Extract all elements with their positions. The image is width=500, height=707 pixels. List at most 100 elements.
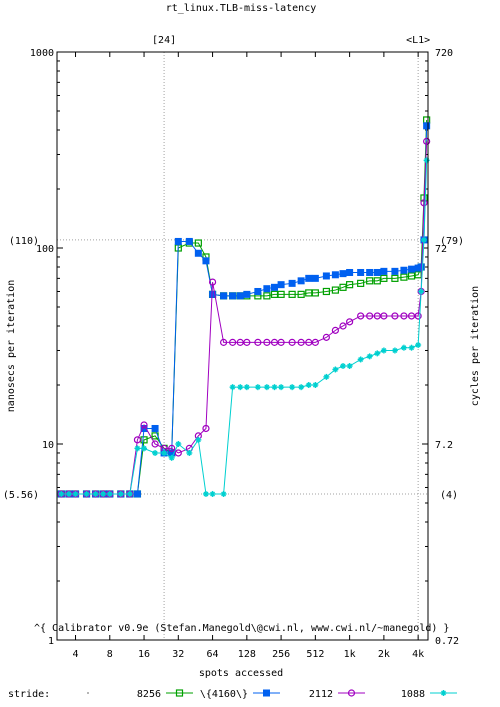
data-point bbox=[185, 237, 193, 245]
data-point bbox=[151, 424, 159, 432]
data-point bbox=[83, 490, 90, 497]
data-point bbox=[117, 490, 124, 497]
data-point bbox=[380, 312, 388, 320]
data-point bbox=[391, 312, 399, 320]
data-point bbox=[357, 268, 365, 276]
data-point bbox=[407, 312, 416, 320]
x-tick-label: 4 bbox=[73, 649, 79, 660]
data-point bbox=[373, 268, 381, 276]
data-point bbox=[374, 350, 381, 357]
y-axis-label-right: cycles per iteration bbox=[470, 286, 481, 406]
data-point bbox=[254, 338, 262, 346]
data-point bbox=[391, 267, 399, 275]
x-marker-label: [24] bbox=[152, 35, 176, 46]
data-point bbox=[152, 449, 159, 456]
data-point bbox=[237, 384, 244, 391]
data-point bbox=[270, 338, 279, 346]
data-point bbox=[346, 318, 354, 326]
series-line bbox=[61, 160, 428, 495]
series-3 bbox=[57, 137, 431, 498]
data-point bbox=[297, 290, 305, 298]
data-point bbox=[332, 366, 339, 373]
data-point bbox=[288, 279, 296, 287]
data-point bbox=[220, 292, 228, 300]
x-tick-label: 512 bbox=[306, 649, 324, 660]
data-point bbox=[400, 312, 408, 320]
data-point bbox=[311, 338, 319, 346]
data-point bbox=[202, 490, 209, 497]
legend-title: stride: bbox=[8, 689, 50, 700]
data-point bbox=[270, 290, 279, 298]
x-tick-label: 256 bbox=[272, 649, 290, 660]
data-point bbox=[311, 274, 319, 282]
y-tick-label-left: 1 bbox=[48, 636, 54, 647]
x-marker-label: <L1> bbox=[406, 35, 430, 46]
data-point bbox=[408, 265, 416, 273]
data-point bbox=[423, 137, 431, 145]
data-point bbox=[186, 449, 193, 456]
data-point bbox=[340, 363, 347, 370]
data-point bbox=[400, 344, 407, 351]
data-point bbox=[151, 440, 159, 448]
y-tick-label-right: 720 bbox=[435, 48, 453, 59]
series-2 bbox=[57, 122, 431, 498]
axis-ticks: 4 8 16 32 64 128 256 512 1k 2k 4k 1 10 100 1000 0.72 7.2… bbox=[3, 35, 464, 660]
y-axis-label-left: nanosecs per iteration bbox=[6, 280, 17, 412]
data-point bbox=[346, 281, 354, 289]
data-point bbox=[331, 326, 339, 334]
data-point bbox=[202, 257, 210, 265]
data-point bbox=[305, 289, 313, 297]
data-point bbox=[288, 338, 296, 346]
data-point bbox=[339, 322, 347, 330]
legend-marker bbox=[263, 689, 270, 697]
data-point bbox=[243, 290, 251, 298]
data-point bbox=[141, 445, 148, 452]
data-point bbox=[236, 292, 244, 300]
x-tick-label: 8 bbox=[107, 649, 113, 660]
series-layer bbox=[57, 116, 431, 498]
data-point bbox=[277, 290, 285, 298]
data-point bbox=[305, 381, 312, 388]
data-point bbox=[278, 384, 285, 391]
data-point bbox=[168, 454, 175, 461]
data-point bbox=[202, 424, 210, 433]
data-point bbox=[92, 490, 99, 497]
y-tick-label-left: 10 bbox=[42, 440, 54, 451]
series-line bbox=[61, 125, 428, 495]
data-point bbox=[346, 363, 353, 370]
data-point bbox=[263, 384, 270, 391]
data-point bbox=[195, 436, 202, 443]
data-point bbox=[289, 384, 296, 391]
data-point bbox=[357, 356, 364, 363]
x-tick-label: 16 bbox=[138, 649, 150, 660]
data-point bbox=[140, 421, 148, 429]
data-point bbox=[243, 384, 250, 391]
data-point bbox=[254, 287, 262, 295]
y-tick-label-right: 72 bbox=[435, 244, 447, 255]
data-point bbox=[391, 347, 398, 354]
data-point bbox=[414, 312, 422, 320]
legend-marker bbox=[347, 689, 356, 697]
data-point bbox=[174, 237, 182, 245]
data-point bbox=[312, 381, 319, 388]
data-point bbox=[58, 490, 65, 497]
data-point bbox=[323, 373, 330, 380]
data-point bbox=[357, 279, 365, 287]
series-4 bbox=[58, 157, 430, 497]
data-point bbox=[423, 157, 430, 164]
legend-label: \{4160\} bbox=[200, 689, 248, 700]
data-point bbox=[126, 490, 133, 497]
data-point bbox=[65, 490, 72, 497]
x-tick-label: 128 bbox=[238, 649, 256, 660]
data-point bbox=[133, 436, 142, 444]
y-marker-label-right: (79) bbox=[440, 236, 464, 247]
data-point bbox=[297, 338, 305, 346]
legend-marker bbox=[175, 689, 184, 697]
data-point bbox=[174, 449, 182, 457]
data-point bbox=[400, 266, 408, 274]
legend-marker bbox=[440, 690, 447, 696]
data-point bbox=[277, 338, 285, 346]
calibrator-annotation: ^{ Calibrator v0.9e (Stefan.Manegold\@cw… bbox=[34, 623, 449, 634]
data-point bbox=[420, 199, 428, 207]
